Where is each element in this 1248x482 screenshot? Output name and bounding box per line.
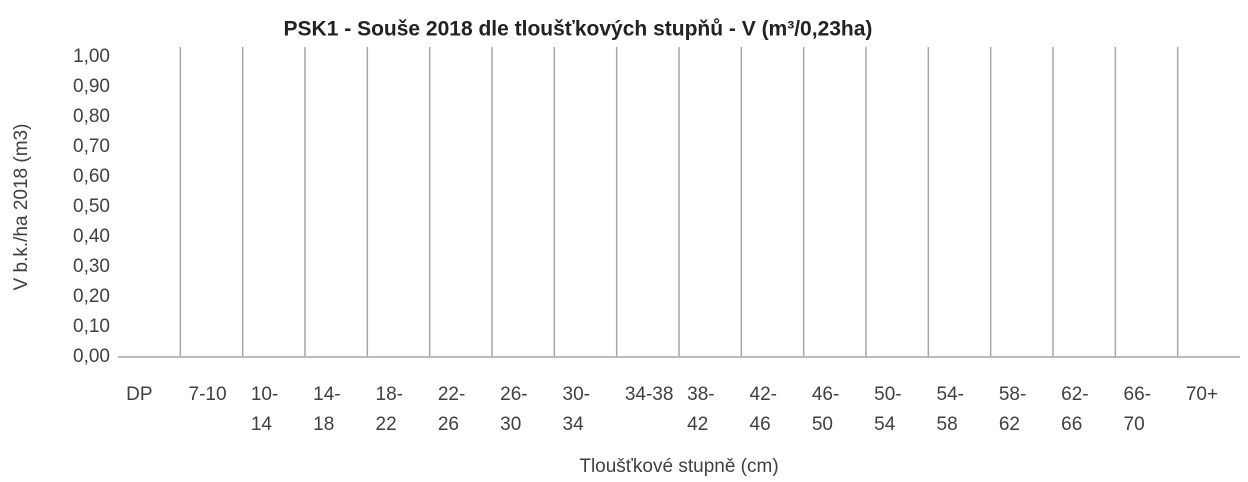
x-tick-label: 46-50 [812, 384, 839, 435]
y-tick-label: 0,40 [73, 226, 110, 247]
x-tick-label: DP [126, 384, 152, 405]
y-axis-label: V b.k./ha 2018 (m3) [11, 124, 32, 291]
y-tick-label: 0,50 [73, 196, 110, 217]
x-tick-label: 70+ [1186, 384, 1218, 405]
x-tick-label: 18-22 [376, 384, 403, 435]
x-tick-label: 10-14 [251, 384, 278, 435]
x-tick-label: 54-58 [937, 384, 964, 435]
y-tick-label: 0,20 [73, 286, 110, 307]
x-tick-label: 62-66 [1061, 384, 1088, 435]
x-tick-label: 66-70 [1124, 384, 1151, 435]
x-tick-label: 38-42 [687, 384, 714, 435]
y-tick-label: 0,60 [73, 166, 110, 187]
y-tick-label: 0,90 [73, 76, 110, 97]
y-tick-label: 0,80 [73, 106, 110, 127]
x-tick-label: 7-10 [189, 384, 227, 405]
x-tick-label: 50-54 [874, 384, 901, 435]
x-axis-label: Tloušťkové stupně (cm) [579, 456, 778, 477]
y-tick-label: 0,10 [73, 316, 110, 337]
chart-title: PSK1 - Souše 2018 dle tloušťkových stupň… [284, 18, 873, 41]
y-tick-label: 0,30 [73, 256, 110, 277]
y-tick-label: 1,00 [73, 46, 110, 67]
x-tick-label: 58-62 [999, 384, 1026, 435]
x-tick-label: 14-18 [313, 384, 340, 435]
x-tick-label: 30-34 [563, 384, 590, 435]
x-tick-label: 34-38 [625, 384, 674, 405]
y-tick-label: 0,00 [73, 346, 110, 367]
x-tick-label: 26-30 [500, 384, 527, 435]
y-tick-label: 0,70 [73, 136, 110, 157]
x-tick-label: 22-26 [438, 384, 465, 435]
x-tick-label: 42-46 [750, 384, 777, 435]
